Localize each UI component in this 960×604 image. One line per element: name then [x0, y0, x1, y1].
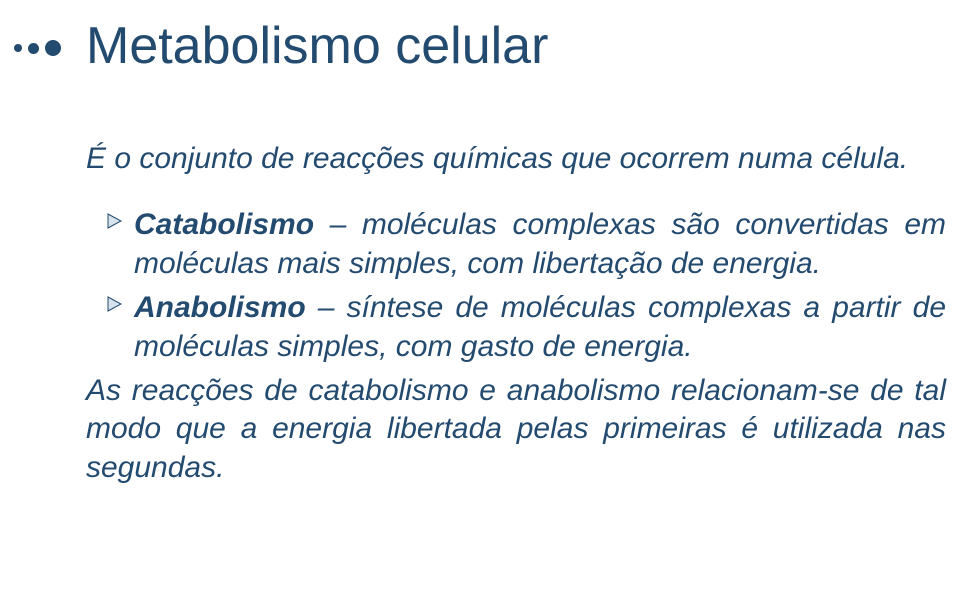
item-text: Catabolismo – moléculas complexas são co…	[134, 206, 946, 283]
title-bullets	[14, 40, 61, 56]
item-text: Anabolismo – síntese de moléculas comple…	[134, 289, 946, 366]
slide-content: É o conjunto de reacções químicas que oc…	[86, 140, 946, 487]
list-item: Anabolismo – síntese de moléculas comple…	[86, 289, 946, 366]
intro-text: É o conjunto de reacções químicas que oc…	[86, 140, 946, 178]
bullet-small	[14, 44, 22, 52]
slide-title: Metabolismo celular	[86, 16, 548, 76]
bullet-medium	[28, 43, 39, 54]
item-term: Catabolismo	[134, 208, 314, 241]
arrow-icon	[106, 295, 124, 313]
item-term: Anabolismo	[134, 291, 306, 324]
outro-text: As reacções de catabolismo e anabolismo …	[86, 372, 946, 487]
bullet-large	[45, 40, 61, 56]
list-item: Catabolismo – moléculas complexas são co…	[86, 206, 946, 283]
arrow-icon	[106, 212, 124, 230]
